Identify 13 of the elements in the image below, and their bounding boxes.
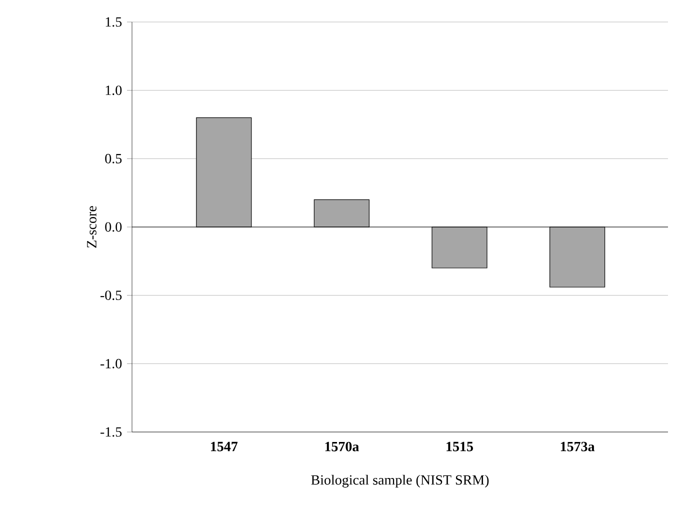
y-tick-label: 0.0 [105,222,122,232]
y-tick-label: -0.5 [100,290,122,300]
y-tick-label: 0.5 [105,154,122,164]
y-tick-label: 1.0 [106,86,122,96]
y-tick-label: -1.5 [100,427,122,437]
x-axis-title: Biological sample (NIST SRM) [311,474,489,488]
x-tick-label: 1515 [446,442,473,452]
x-tick-label: 1573a [560,442,595,452]
y-axis-title: Z-score [87,206,96,248]
y-tick-label: -1.0 [100,358,122,368]
x-tick-label: 1570a [325,442,359,452]
y-tick-label: 1.5 [106,17,122,27]
x-tick-label: 1547 [211,442,238,452]
